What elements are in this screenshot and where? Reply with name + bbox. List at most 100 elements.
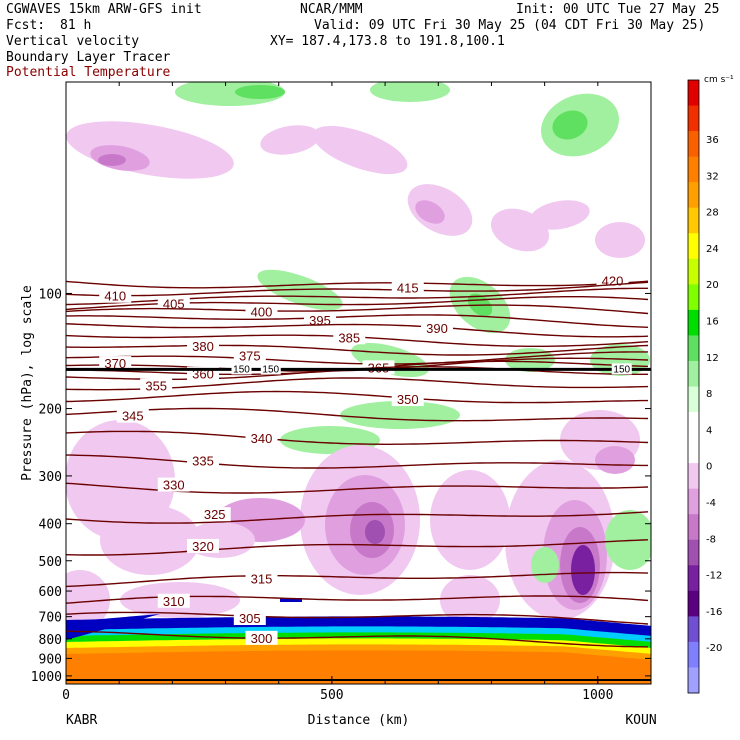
colorbar-label: 24	[706, 244, 719, 255]
colorbar-label: 4	[706, 425, 712, 436]
colorbar-swatch	[688, 565, 699, 592]
colorbar-unit: cm s⁻¹	[704, 75, 734, 85]
theta-label-380: 380	[192, 339, 214, 354]
tracer-label-bg	[260, 363, 281, 375]
w-blob	[235, 85, 285, 99]
xy-range: XY= 187.4,173.8 to 191.8,100.1	[270, 34, 505, 49]
theta-contour-340	[66, 430, 649, 445]
y-tick-label: 1000	[31, 670, 62, 685]
y-tick-label: 700	[39, 611, 62, 626]
colorbar-swatch	[688, 131, 699, 158]
theta-label-325: 325	[204, 507, 226, 522]
w-blob	[260, 125, 320, 155]
theta-label-350: 350	[397, 392, 419, 407]
center-title: NCAR/MMM	[300, 2, 363, 17]
theta-label-bg	[421, 321, 453, 336]
theta-label-bg	[391, 280, 424, 295]
theta-label-bg	[140, 378, 173, 393]
theta-label-315: 315	[251, 572, 273, 587]
theta-label-bg	[116, 408, 149, 423]
theta-label-bg	[245, 571, 278, 586]
fcst-label: Fcst:	[6, 18, 46, 33]
x-tick-label: 1000	[582, 688, 613, 703]
tracer-label: 150	[262, 364, 279, 375]
colorbar-swatch	[688, 105, 699, 132]
theta-label-310: 310	[163, 594, 185, 609]
y-axis-label: Pressure (hPa), log scale	[20, 285, 35, 481]
theta-label-320: 320	[192, 539, 214, 554]
theta-label-bg	[157, 296, 190, 311]
y-tick-label: 100	[39, 287, 62, 302]
theta-label-415: 415	[397, 280, 419, 295]
colorbar-label: -8	[706, 534, 716, 545]
tracer-label-bg	[611, 363, 632, 375]
theta-contour-300	[66, 630, 649, 648]
w-blob	[552, 110, 588, 140]
theta-contour-305	[66, 611, 649, 625]
theta-contour-350	[66, 390, 648, 404]
fcst-value: 81 h	[60, 18, 92, 33]
colorbar-swatch	[688, 616, 699, 643]
theta-contour-390	[66, 323, 649, 338]
x-tick-label: 500	[320, 688, 343, 703]
theta-label-bg	[198, 507, 231, 522]
theta-label-bg	[187, 453, 219, 468]
theta-label-bg	[99, 356, 132, 371]
field-boundary-layer-tracer: Boundary Layer Tracer	[6, 50, 171, 65]
y-tick-label: 600	[39, 585, 62, 600]
colorbar-swatch	[688, 463, 699, 490]
colorbar-swatch	[688, 360, 699, 387]
w-blob	[415, 200, 445, 224]
w-blob	[595, 222, 645, 258]
colorbar-label: -20	[706, 643, 722, 654]
theta-label-330: 330	[163, 478, 185, 493]
theta-label-400: 400	[251, 304, 273, 319]
w-blob	[66, 121, 234, 179]
tracer-band	[66, 614, 160, 640]
y-tick-label: 400	[39, 518, 62, 533]
colorbar-label: 16	[706, 317, 719, 328]
colorbar-swatch	[688, 156, 699, 183]
colorbar-label: 28	[706, 208, 719, 219]
colorbar-label: 8	[706, 389, 712, 400]
theta-label-390: 390	[426, 321, 448, 336]
w-blob	[531, 547, 559, 583]
theta-label-370: 370	[104, 356, 126, 371]
field-potential-temperature: Potential Temperature	[6, 65, 171, 80]
colorbar-swatch	[688, 182, 699, 209]
tracer-label-bg	[231, 363, 252, 375]
right-station-label: KOUN	[625, 713, 656, 728]
theta-label-bg	[333, 330, 366, 345]
theta-label-bg	[187, 338, 219, 353]
tracer-band	[66, 650, 651, 684]
x-axis-label: Distance (km)	[308, 713, 410, 728]
y-tick-label: 900	[39, 652, 62, 667]
colorbar: cm s⁻¹ 36 32 28 24 20 16 12 8 4 0 -4 -8 -12 -16 -20	[687, 75, 734, 694]
theta-contour-400	[66, 304, 649, 315]
y-tick-label: 300	[39, 470, 62, 485]
w-blob	[340, 401, 460, 429]
colorbar-swatch	[688, 590, 699, 617]
theta-label-bg	[99, 288, 132, 303]
theta-label-bg	[187, 538, 219, 553]
theta-label-bg	[304, 312, 336, 327]
colorbar-swatch	[688, 667, 699, 694]
theta-contour-380	[66, 344, 649, 356]
theta-label-305: 305	[239, 611, 261, 626]
theta-contour-375	[66, 351, 648, 365]
w-blob	[530, 200, 590, 230]
w-blob	[571, 545, 595, 595]
w-blob	[98, 154, 126, 166]
init-time: Init: 00 UTC Tue 27 May 25	[516, 2, 720, 17]
colorbar-swatch	[688, 207, 699, 234]
theta-label-bg	[245, 630, 278, 645]
w-blob	[430, 470, 510, 570]
boundary-layer-tracer	[66, 614, 651, 684]
colorbar-swatch	[688, 641, 699, 668]
colorbar-label: 32	[706, 171, 719, 182]
theta-contour-345	[66, 407, 649, 422]
left-station-label: KABR	[66, 713, 97, 728]
